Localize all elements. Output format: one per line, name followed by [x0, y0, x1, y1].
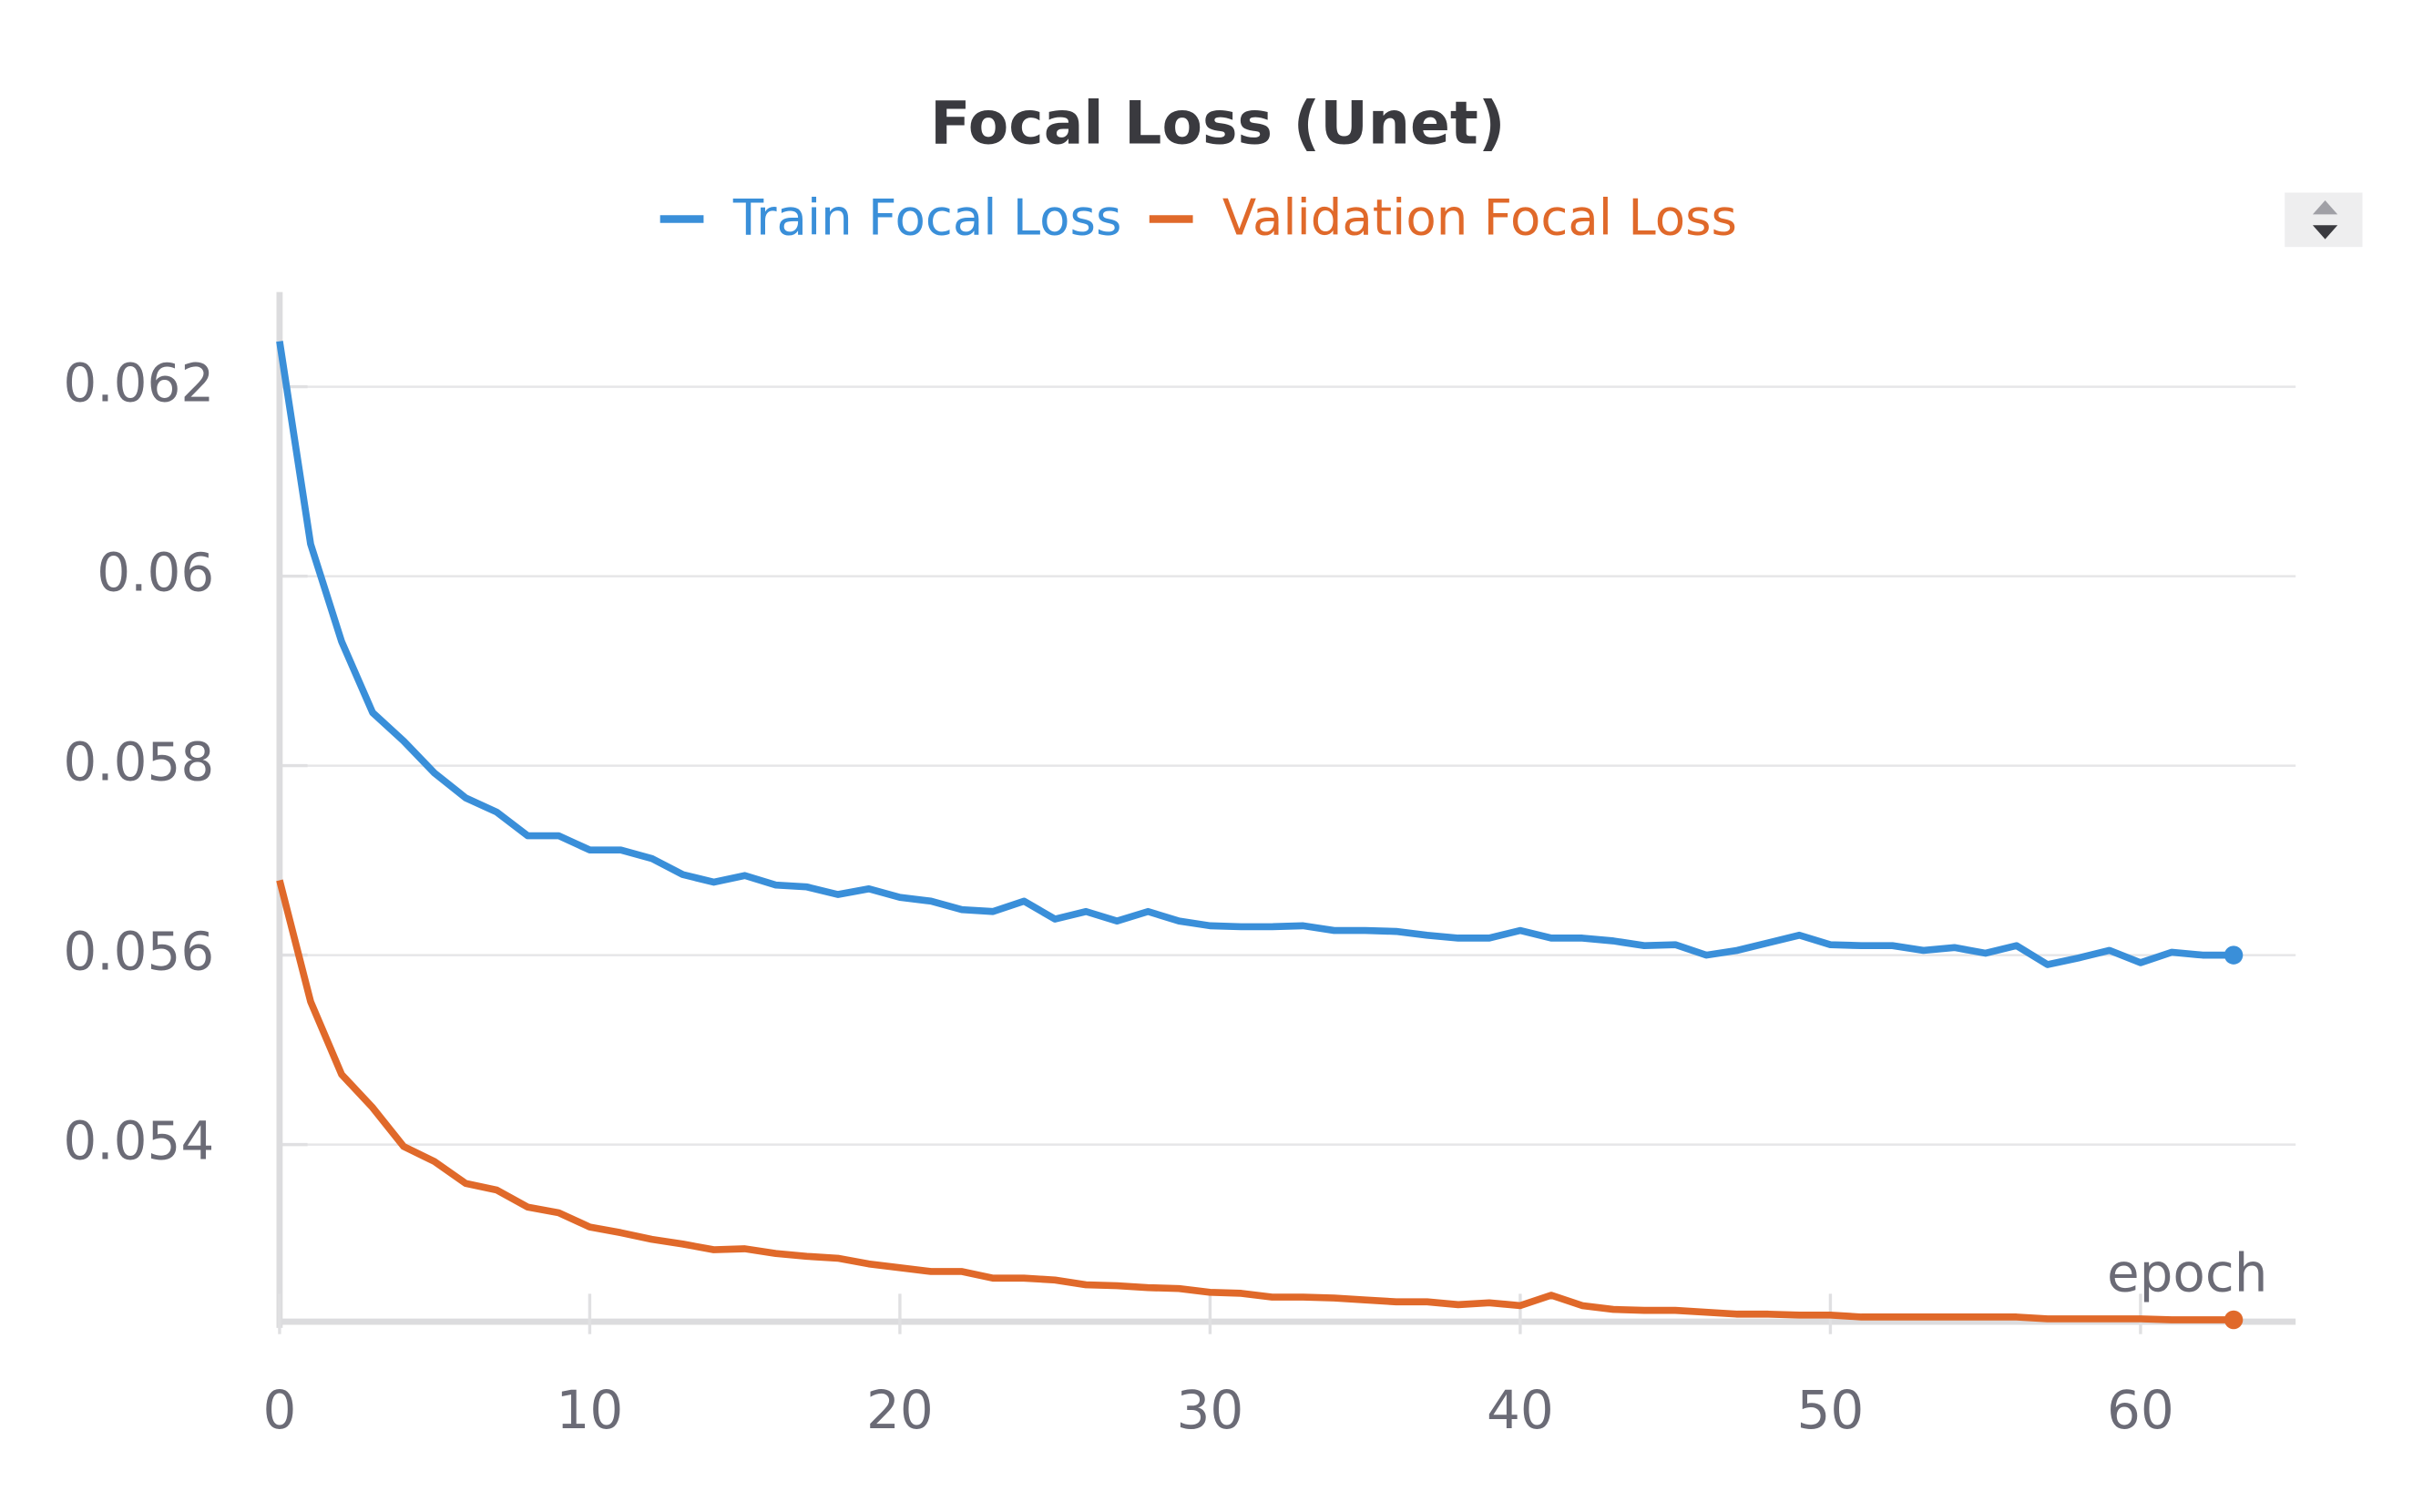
end-dot: [2224, 945, 2244, 965]
chart-title: Focal Loss (Unet): [930, 89, 1505, 158]
scroll-down[interactable]: [2312, 225, 2338, 240]
x-tick-label: 20: [866, 1379, 934, 1441]
x-tick-label: 0: [262, 1379, 296, 1441]
y-tick-label: 0.054: [63, 1110, 214, 1172]
legend-scroll[interactable]: [2285, 192, 2363, 248]
legend-label: Validation Focal Loss: [1222, 188, 1737, 246]
series-line: [276, 879, 2234, 1323]
x-tick-label: 60: [2107, 1379, 2174, 1441]
x-axis-label: epoch: [2107, 1242, 2268, 1304]
y-tick-label: 0.058: [63, 731, 214, 793]
y-tick-label: 0.056: [63, 921, 214, 983]
scroll-up[interactable]: [2312, 199, 2338, 215]
scroll-box[interactable]: [2285, 192, 2363, 248]
x-tick-label: 40: [1487, 1379, 1554, 1441]
x-tick-label: 50: [1797, 1379, 1865, 1441]
y-tick-label: 0.06: [97, 542, 214, 604]
end-dot: [2224, 1310, 2244, 1330]
series-line: [276, 341, 2234, 968]
y-tick-label: 0.062: [63, 352, 214, 414]
legend-label: Train Focal Loss: [732, 188, 1122, 246]
legend: Train Focal Loss Validation Focal Loss: [659, 188, 1737, 246]
x-tick-label: 30: [1177, 1379, 1244, 1441]
x-tick-label: 10: [557, 1379, 624, 1441]
